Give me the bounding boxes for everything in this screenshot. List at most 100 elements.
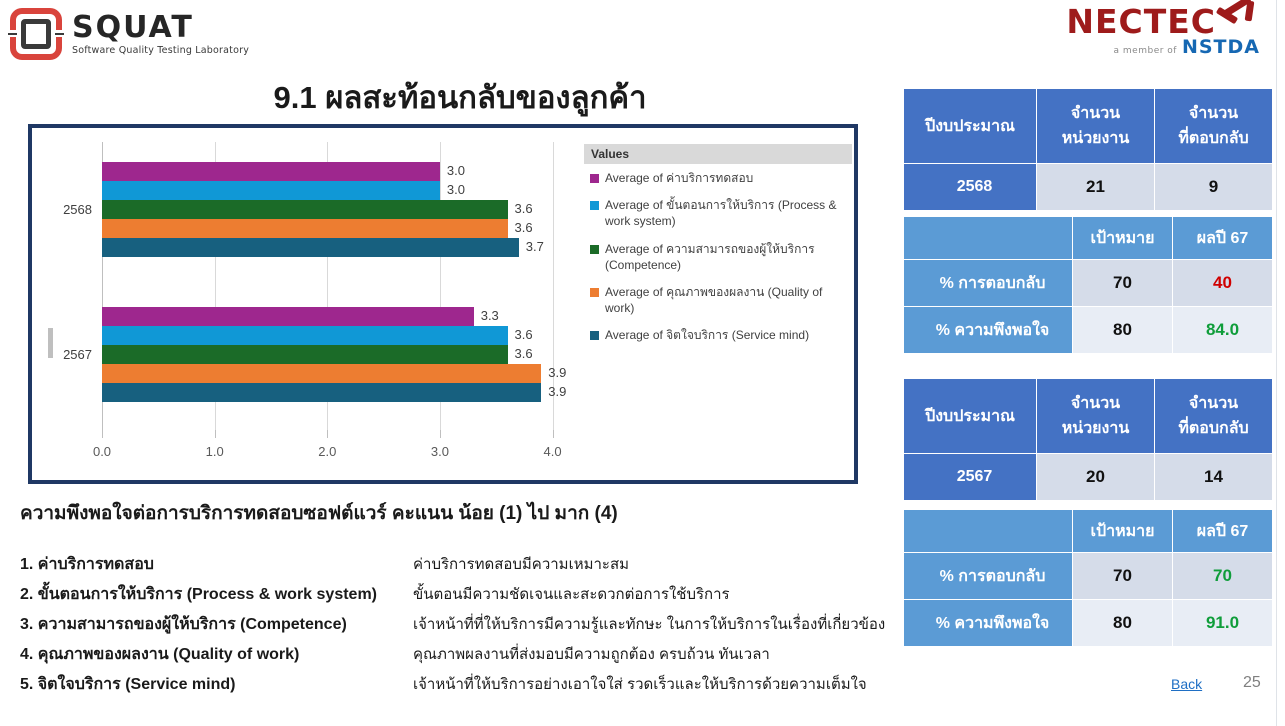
chart-bar[interactable] (102, 307, 474, 326)
chart-bar-value: 3.6 (514, 327, 533, 342)
cell-result: 40 (1172, 259, 1273, 307)
header-result: ผลปี 67 (1172, 509, 1273, 553)
chart-x-tick (439, 430, 441, 438)
header-response-count: จำนวน ที่ตอบกลับ (1154, 88, 1273, 164)
chart-gridline (327, 142, 329, 430)
chart-bar-row: 3.9 (102, 364, 592, 383)
chart-bar[interactable] (102, 238, 519, 257)
legend-item[interactable]: Average of ขั้นตอนการให้บริการ (Process … (590, 197, 846, 229)
chart-bar[interactable] (102, 326, 508, 345)
squat-logo-text: SQUAT (72, 9, 194, 45)
header-agency-count: จำนวน หน่วยงาน (1036, 378, 1155, 454)
table-header-row: ปีงบประมาณ จำนวน หน่วยงาน จำนวน ที่ตอบกลับ (903, 378, 1273, 454)
table-row: % ความพึงพอใจ 80 84.0 (903, 306, 1273, 354)
chart-bar-value: 3.6 (514, 346, 533, 361)
chart-category-label: 2568 (63, 202, 92, 217)
table-kpi-2567: เป้าหมาย ผลปี 67 % การตอบกลับ 70 70 % คว… (903, 509, 1273, 647)
chart-x-tick (102, 430, 103, 438)
chart-bar[interactable] (102, 181, 440, 200)
criteria-name: 4. คุณภาพของผลงาน (Quality of work) (20, 646, 300, 663)
table-row: 2568 21 9 (903, 163, 1273, 211)
chart-x-tick (552, 430, 554, 438)
chart-x-label: 0.0 (92, 444, 112, 459)
chart-bar[interactable] (102, 219, 508, 238)
legend-title: Values (584, 144, 852, 164)
chart-bar[interactable] (102, 383, 542, 402)
legend-swatch-icon (590, 287, 599, 297)
chart-gridline (214, 142, 216, 430)
chart-bar-row: 3.6 (102, 345, 592, 364)
chart-y-axis (102, 142, 103, 430)
legend-item[interactable]: Average of ความสามารถของผู้ให้บริการ (Co… (590, 241, 846, 273)
table-kpi-2568: เป้าหมาย ผลปี 67 % การตอบกลับ 70 40 % คว… (903, 216, 1273, 354)
row-label-response-rate: % การตอบกลับ (903, 552, 1073, 600)
cell-result: 70 (1172, 552, 1273, 600)
table-summary-2568: ปีงบประมาณ จำนวน หน่วยงาน จำนวน ที่ตอบกลับ… (903, 88, 1273, 211)
squat-tagline: Software Quality Testing Laboratory (72, 44, 250, 56)
nectec-member-label: a member of (1113, 46, 1177, 56)
cell-agency-count: 20 (1036, 453, 1155, 501)
criteria-description: ค่าบริการทดสอบมีความเหมาะสม (413, 556, 629, 573)
header-fiscal-year: ปีงบประมาณ (903, 378, 1037, 454)
chart-bar-value: 3.3 (480, 308, 499, 323)
chart-bar[interactable] (102, 345, 508, 364)
chart-x-label: 2.0 (318, 444, 337, 459)
table-row: 2567 20 14 (903, 453, 1273, 501)
chart-bar-row: 3.3 (102, 307, 592, 326)
cell-target: 80 (1072, 306, 1173, 354)
table-header-row: เป้าหมาย ผลปี 67 (903, 216, 1273, 260)
header-response-count: จำนวน ที่ตอบกลับ (1154, 378, 1273, 454)
criteria-description: เจ้าหน้าที่ที่ให้บริการมีความรู้และทักษะ… (413, 616, 886, 633)
chart-x-tick (327, 430, 329, 438)
cell-response-count: 14 (1154, 453, 1273, 501)
chart-group-2567: 2567 3.3 3.6 3.6 3.9 3.9 (63, 307, 592, 402)
chart-bar[interactable] (102, 162, 440, 181)
cell-target: 70 (1072, 552, 1173, 600)
chart-select-handle[interactable] (48, 328, 53, 358)
chart-bar-row: 3.9 (102, 383, 592, 402)
back-link[interactable]: Back (1171, 676, 1203, 692)
legend-label: Average of ขั้นตอนการให้บริการ (Process … (605, 198, 837, 229)
chart-group-2568: 2568 3.0 3.0 3.6 3.6 3.7 (63, 162, 592, 257)
chart-bar-row: 3.0 (102, 181, 592, 200)
cell-result: 91.0 (1172, 599, 1273, 647)
nectec-logo: NECTEC a member of NSTDA (1066, 0, 1260, 58)
page-number: 25 (1243, 674, 1261, 691)
criteria-row: 5. จิตใจบริการ (Service mind) เจ้าหน้าที่… (20, 672, 910, 702)
nectec-logo-text: NECTEC (1066, 2, 1216, 41)
criteria-row: 2. ขั้นตอนการให้บริการ (Process & work s… (20, 582, 910, 612)
cell-target: 80 (1072, 599, 1173, 647)
chart-bar-value: 3.7 (525, 239, 544, 254)
legend-item[interactable]: Average of ค่าบริการทดสอบ (590, 170, 846, 186)
cell-year: 2568 (903, 163, 1037, 211)
criteria-name: 3. ความสามารถของผู้ให้บริการ (Competence… (20, 616, 347, 633)
page-right-edge (1276, 0, 1285, 726)
table-header-row: เป้าหมาย ผลปี 67 (903, 509, 1273, 553)
chart-bar-row: 3.7 (102, 238, 592, 257)
criteria-description: คุณภาพผลงานที่ส่งมอบมีความถูกต้อง ครบถ้ว… (413, 646, 770, 663)
legend-swatch-icon (590, 331, 599, 341)
header-target: เป้าหมาย (1072, 509, 1173, 553)
legend-item[interactable]: Average of จิตใจบริการ (Service mind) (590, 327, 846, 343)
chart-bar[interactable] (102, 200, 508, 219)
chart-x-label: 3.0 (430, 444, 449, 459)
cell-agency-count: 21 (1036, 163, 1155, 211)
criteria-row: 3. ความสามารถของผู้ให้บริการ (Competence… (20, 612, 910, 642)
chart-panel: 2568 3.0 3.0 3.6 3.6 3.7 2567 3.3 3.6 3.6 3.9 3.9 0… (28, 124, 858, 484)
chart-x-label: 4.0 (543, 444, 562, 459)
legend-swatch-icon (590, 174, 599, 183)
row-label-satisfaction: % ความพึงพอใจ (903, 306, 1073, 354)
table-summary-2567: ปีงบประมาณ จำนวน หน่วยงาน จำนวน ที่ตอบกลับ… (903, 378, 1273, 501)
chart-category-label: 2567 (63, 347, 92, 362)
table-row: % การตอบกลับ 70 40 (903, 259, 1273, 307)
legend-item[interactable]: Average of คุณภาพของผลงาน (Quality of wo… (590, 284, 846, 316)
chart-bar-row: 3.6 (102, 326, 592, 345)
cell-year: 2567 (903, 453, 1037, 501)
nectec-swoosh-icon (1215, 0, 1260, 29)
header-agency-count: จำนวน หน่วยงาน (1036, 88, 1155, 164)
chart-gridline (552, 142, 554, 430)
chart-bar[interactable] (102, 364, 542, 383)
header-target: เป้าหมาย (1072, 216, 1173, 260)
squat-logo-mark (7, 8, 65, 60)
chart-legend: Values Average of ค่าบริการทดสอบ Average … (584, 144, 852, 355)
